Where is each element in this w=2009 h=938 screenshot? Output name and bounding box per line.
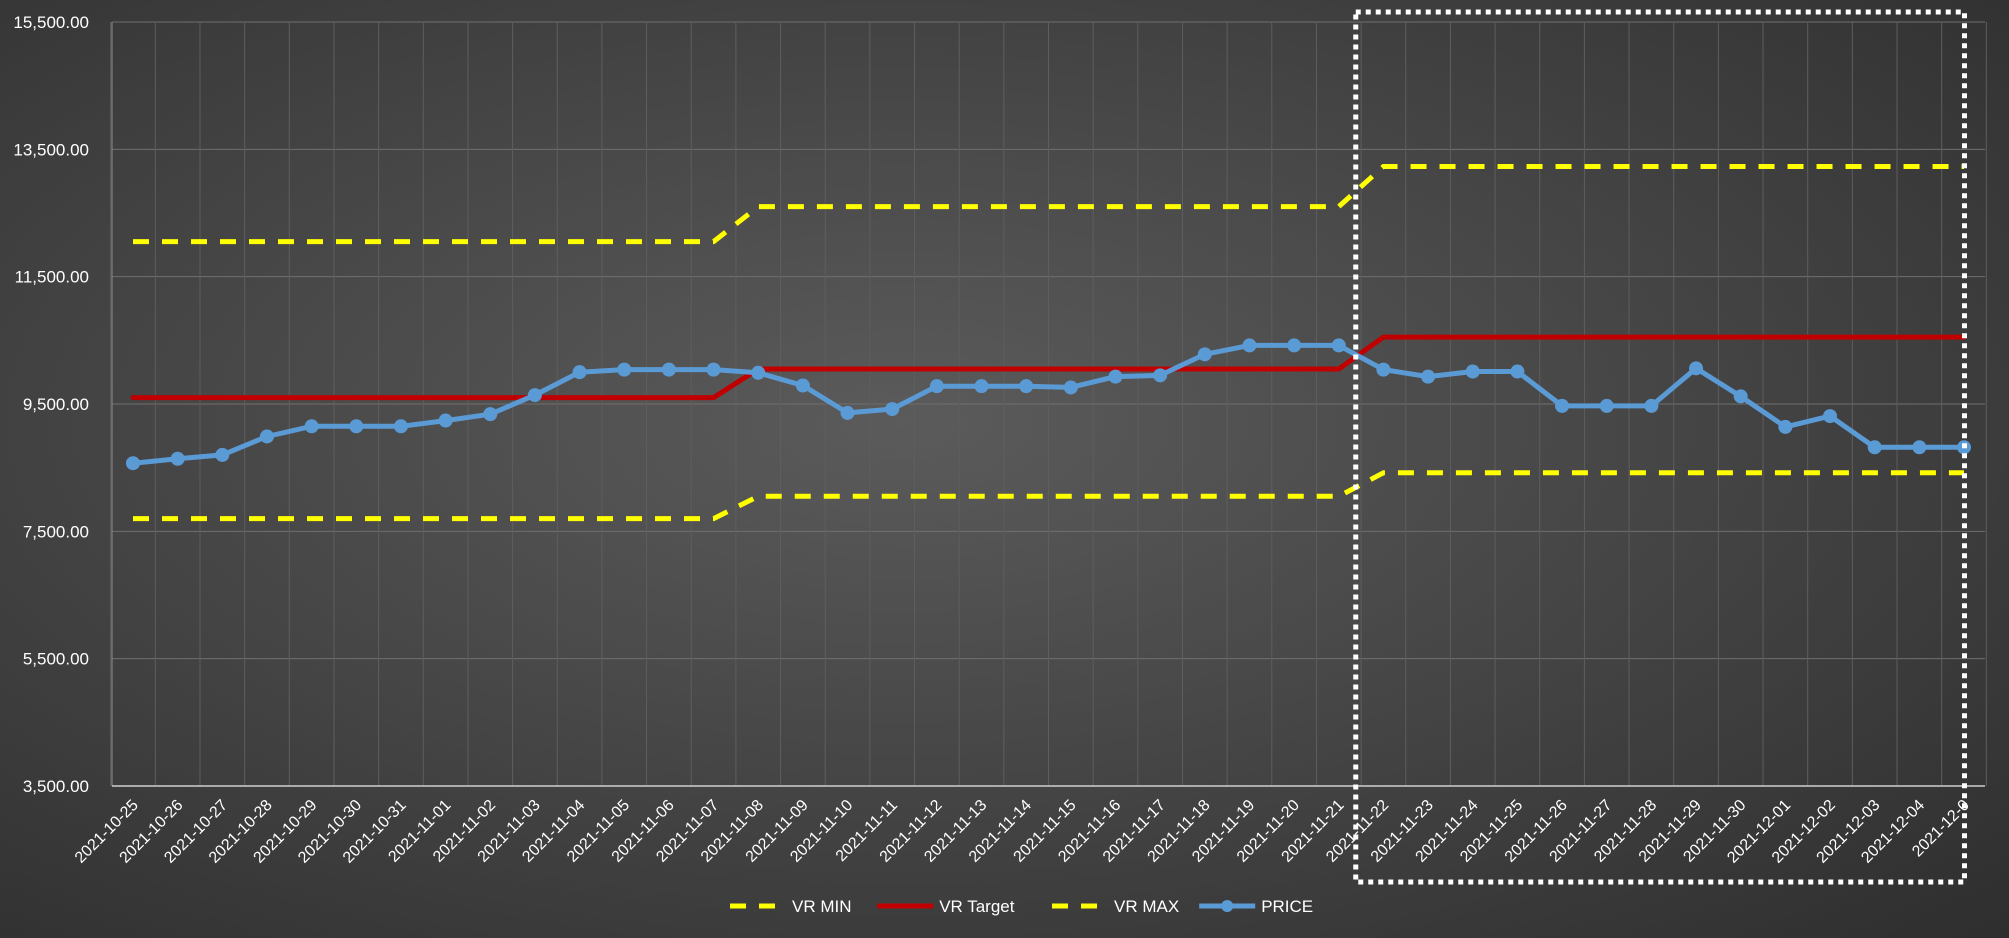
price-point bbox=[795, 378, 810, 393]
price-point bbox=[126, 456, 140, 471]
price-point bbox=[1197, 347, 1212, 362]
price-point bbox=[438, 413, 453, 428]
price-point bbox=[215, 447, 230, 462]
price-point bbox=[1733, 389, 1748, 404]
series-line-price bbox=[130, 342, 1967, 466]
series-line-vr-target bbox=[130, 334, 1967, 401]
price-point bbox=[1063, 380, 1078, 395]
price-point bbox=[1510, 364, 1525, 379]
y-tick-label: 11,500.00 bbox=[15, 268, 89, 287]
y-axis-tick-labels: 3,500.00 5,500.00 7,500.00 9,500.00 11,500.0… bbox=[13, 13, 89, 796]
price-point bbox=[1555, 398, 1570, 413]
grid-lines bbox=[110, 21, 1987, 786]
price-point bbox=[1912, 440, 1927, 455]
price-point bbox=[1644, 398, 1659, 413]
price-point bbox=[1242, 338, 1257, 353]
axes bbox=[111, 22, 1985, 787]
legend: VR MIN VR Target VR MAX PRICE bbox=[730, 897, 1313, 916]
series-line-vr-min bbox=[133, 470, 1964, 522]
y-tick-label: 5,500.00 bbox=[23, 650, 89, 669]
legend-marker bbox=[1221, 900, 1234, 912]
y-tick-label: 9,500.00 bbox=[23, 395, 89, 414]
y-tick-label: 3,500.00 bbox=[23, 777, 89, 796]
price-point bbox=[1019, 379, 1034, 394]
price-point bbox=[1778, 419, 1793, 434]
x-axis-tick-labels: 2021-10-252021-10-262021-10-272021-10-28… bbox=[72, 797, 1973, 867]
legend-label: VR MIN bbox=[792, 897, 852, 916]
price-point bbox=[840, 405, 855, 420]
price-point bbox=[572, 365, 587, 380]
price-point bbox=[929, 379, 944, 394]
price-point bbox=[349, 419, 364, 434]
price-point bbox=[1689, 361, 1704, 376]
price-point bbox=[259, 429, 274, 444]
y-tick-label: 13,500.00 bbox=[13, 140, 89, 159]
price-point bbox=[1108, 369, 1123, 384]
price-point bbox=[170, 451, 185, 466]
price-point bbox=[1421, 369, 1436, 384]
price-point bbox=[1376, 362, 1391, 377]
price-point bbox=[751, 365, 766, 380]
y-tick-label: 7,500.00 bbox=[23, 522, 89, 541]
highlight-dotted-rect bbox=[1353, 9, 1967, 885]
price-point bbox=[1823, 409, 1838, 424]
price-point bbox=[304, 419, 319, 434]
legend-label: VR Target bbox=[939, 897, 1015, 916]
price-point bbox=[527, 388, 542, 403]
price-point bbox=[1599, 398, 1614, 413]
price-point bbox=[617, 362, 632, 377]
price-point bbox=[483, 407, 498, 422]
legend-label: PRICE bbox=[1261, 897, 1313, 916]
series-line-vr-max bbox=[133, 164, 1964, 245]
price-point bbox=[1153, 368, 1168, 383]
price-point bbox=[1331, 338, 1346, 353]
legend-label: VR MAX bbox=[1114, 897, 1179, 916]
price-point bbox=[885, 402, 900, 417]
price-point bbox=[1465, 364, 1480, 379]
price-point bbox=[706, 362, 721, 377]
price-point bbox=[661, 362, 676, 377]
price-point bbox=[974, 379, 989, 394]
highlight-box bbox=[1353, 9, 1967, 885]
price-point bbox=[393, 419, 408, 434]
series-lines bbox=[126, 164, 1971, 522]
price-point bbox=[1287, 338, 1302, 353]
y-tick-label: 15,500.00 bbox=[13, 13, 89, 32]
price-point bbox=[1867, 440, 1882, 455]
